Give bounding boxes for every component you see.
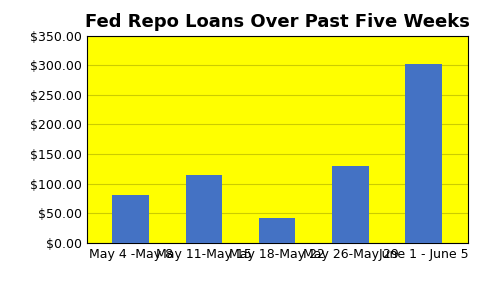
Title: Fed Repo Loans Over Past Five Weeks: Fed Repo Loans Over Past Five Weeks <box>85 13 469 31</box>
Bar <box>112 195 149 243</box>
Bar <box>259 218 295 243</box>
Bar <box>405 64 442 243</box>
Bar <box>332 166 369 243</box>
Bar <box>186 175 222 243</box>
